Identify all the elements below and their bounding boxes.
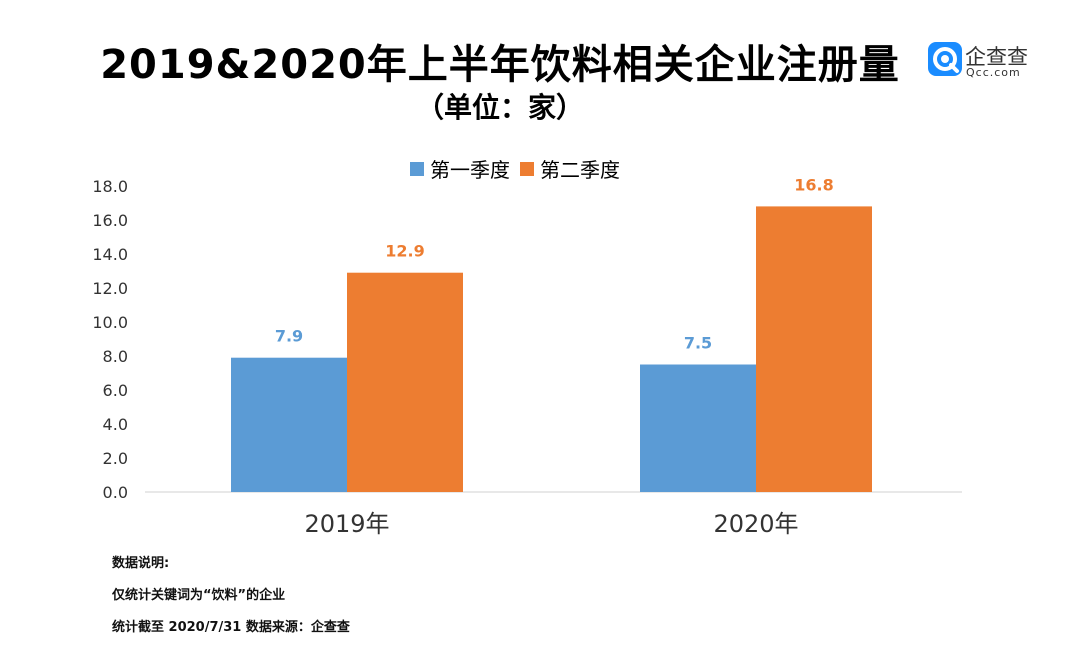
notes-heading: 数据说明:: [112, 556, 170, 571]
category-label: 2019年: [304, 510, 389, 538]
y-tick-label: 0.0: [103, 483, 128, 502]
data-labels: 7.9 12.9 7.5 16.8: [275, 175, 834, 352]
data-label: 7.5: [684, 334, 712, 353]
data-label: 12.9: [385, 242, 424, 261]
chart-title: 2019&2020年上半年饮料相关企业注册量: [100, 42, 900, 88]
chart-legend: 第一季度 第二季度: [410, 154, 630, 183]
y-tick-label: 12.0: [92, 279, 128, 298]
y-tick-label: 14.0: [92, 245, 128, 264]
data-label: 16.8: [794, 175, 833, 194]
data-label: 7.9: [275, 327, 303, 346]
chart-subtitle: （单位：家）: [415, 91, 584, 124]
bar-q2-2020: [756, 206, 872, 492]
y-axis-ticks: 0.0 2.0 4.0 6.0 8.0 10.0 12.0 14.0 16.0 18.0: [92, 177, 128, 502]
legend-label-q2: 第二季度: [540, 158, 620, 182]
qcc-logo-icon: [928, 42, 962, 76]
notes-line-1: 仅统计关键词为“饮料”的企业: [112, 588, 286, 603]
logo-domain: Qcc.com: [966, 66, 1021, 79]
bar-q2-2019: [347, 272, 463, 492]
y-tick-label: 8.0: [103, 347, 128, 366]
legend-item-q2: 第二季度: [520, 154, 620, 183]
bar-q1-2019: [231, 357, 347, 492]
category-label: 2020年: [713, 510, 798, 538]
category-labels: 2019年 2020年: [304, 510, 798, 538]
legend-item-q1: 第一季度: [410, 154, 510, 183]
y-tick-label: 10.0: [92, 313, 128, 332]
legend-label-q1: 第一季度: [430, 158, 510, 182]
y-tick-label: 6.0: [103, 381, 128, 400]
y-tick-label: 4.0: [103, 415, 128, 434]
bars: [231, 206, 872, 492]
y-tick-label: 2.0: [103, 449, 128, 468]
notes-line-2: 统计截至 2020/7/31 数据来源：企查查: [112, 620, 350, 635]
y-tick-label: 16.0: [92, 211, 128, 230]
legend-swatch-q2: [520, 161, 534, 176]
logo-name: 企查查: [965, 45, 1028, 69]
legend-swatch-q1: [410, 161, 424, 176]
bar-q1-2020: [640, 364, 756, 492]
data-notes: 数据说明: 仅统计关键词为“饮料”的企业 统计截至 2020/7/31 数据来源…: [112, 556, 350, 652]
y-tick-label: 18.0: [92, 177, 128, 196]
